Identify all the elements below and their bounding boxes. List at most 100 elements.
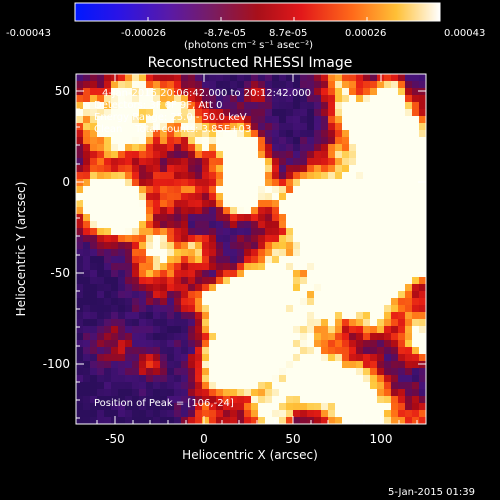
- image-pixel: [209, 151, 216, 158]
- image-pixel: [216, 102, 223, 109]
- image-pixel: [335, 200, 342, 207]
- image-pixel: [342, 137, 349, 144]
- image-pixel: [139, 319, 146, 326]
- image-pixel: [272, 298, 279, 305]
- image-pixel: [314, 228, 321, 235]
- image-pixel: [139, 347, 146, 354]
- image-pixel: [370, 277, 377, 284]
- image-pixel: [258, 130, 265, 137]
- image-pixel: [363, 389, 370, 396]
- image-pixel: [258, 116, 265, 123]
- image-pixel: [202, 375, 209, 382]
- image-pixel: [202, 298, 209, 305]
- image-pixel: [230, 172, 237, 179]
- image-pixel: [356, 368, 363, 375]
- image-pixel: [342, 193, 349, 200]
- image-pixel: [111, 172, 118, 179]
- image-pixel: [104, 263, 111, 270]
- image-pixel: [132, 130, 139, 137]
- image-pixel: [293, 375, 300, 382]
- image-pixel: [321, 319, 328, 326]
- image-pixel: [349, 403, 356, 410]
- image-pixel: [314, 375, 321, 382]
- image-pixel: [279, 375, 286, 382]
- image-pixel: [209, 291, 216, 298]
- image-pixel: [363, 88, 370, 95]
- image-pixel: [279, 200, 286, 207]
- image-pixel: [188, 242, 195, 249]
- image-pixel: [202, 277, 209, 284]
- image-pixel: [272, 130, 279, 137]
- image-pixel: [265, 368, 272, 375]
- image-pixel: [279, 312, 286, 319]
- image-pixel: [160, 291, 167, 298]
- image-pixel: [412, 340, 419, 347]
- image-pixel: [286, 375, 293, 382]
- image-pixel: [209, 368, 216, 375]
- image-pixel: [174, 186, 181, 193]
- image-pixel: [412, 291, 419, 298]
- image-pixel: [188, 347, 195, 354]
- image-pixel: [349, 88, 356, 95]
- image-pixel: [230, 291, 237, 298]
- image-pixel: [363, 291, 370, 298]
- image-pixel: [125, 312, 132, 319]
- image-pixel: [258, 319, 265, 326]
- image-pixel: [125, 284, 132, 291]
- image-pixel: [370, 200, 377, 207]
- image-pixel: [356, 270, 363, 277]
- image-pixel: [307, 151, 314, 158]
- image-pixel: [139, 221, 146, 228]
- image-pixel: [370, 193, 377, 200]
- image-pixel: [209, 270, 216, 277]
- image-pixel: [251, 144, 258, 151]
- image-pixel: [307, 200, 314, 207]
- image-pixel: [216, 235, 223, 242]
- image-pixel: [349, 312, 356, 319]
- image-pixel: [97, 270, 104, 277]
- image-pixel: [118, 123, 125, 130]
- image-pixel: [363, 144, 370, 151]
- image-pixel: [223, 235, 230, 242]
- image-pixel: [209, 116, 216, 123]
- image-pixel: [363, 130, 370, 137]
- image-pixel: [272, 382, 279, 389]
- image-pixel: [76, 221, 83, 228]
- image-pixel: [321, 312, 328, 319]
- image-pixel: [132, 242, 139, 249]
- image-pixel: [377, 326, 384, 333]
- image-pixel: [335, 284, 342, 291]
- image-pixel: [90, 144, 97, 151]
- image-pixel: [307, 368, 314, 375]
- image-pixel: [412, 333, 419, 340]
- image-pixel: [83, 277, 90, 284]
- image-pixel: [153, 130, 160, 137]
- image-pixel: [181, 249, 188, 256]
- image-pixel: [160, 130, 167, 137]
- image-pixel: [118, 368, 125, 375]
- image-pixel: [391, 158, 398, 165]
- image-pixel: [195, 333, 202, 340]
- image-pixel: [153, 200, 160, 207]
- image-pixel: [90, 389, 97, 396]
- image-pixel: [132, 333, 139, 340]
- image-pixel: [167, 396, 174, 403]
- image-pixel: [104, 396, 111, 403]
- image-pixel: [237, 256, 244, 263]
- image-pixel: [160, 389, 167, 396]
- image-pixel: [293, 340, 300, 347]
- image-pixel: [139, 263, 146, 270]
- image-pixel: [160, 354, 167, 361]
- image-pixel: [314, 298, 321, 305]
- image-pixel: [342, 214, 349, 221]
- image-pixel: [370, 326, 377, 333]
- image-pixel: [188, 284, 195, 291]
- image-pixel: [321, 172, 328, 179]
- image-pixel: [405, 102, 412, 109]
- image-pixel: [363, 186, 370, 193]
- image-pixel: [405, 263, 412, 270]
- image-pixel: [146, 319, 153, 326]
- image-pixel: [132, 326, 139, 333]
- image-pixel: [97, 109, 104, 116]
- image-pixel: [146, 193, 153, 200]
